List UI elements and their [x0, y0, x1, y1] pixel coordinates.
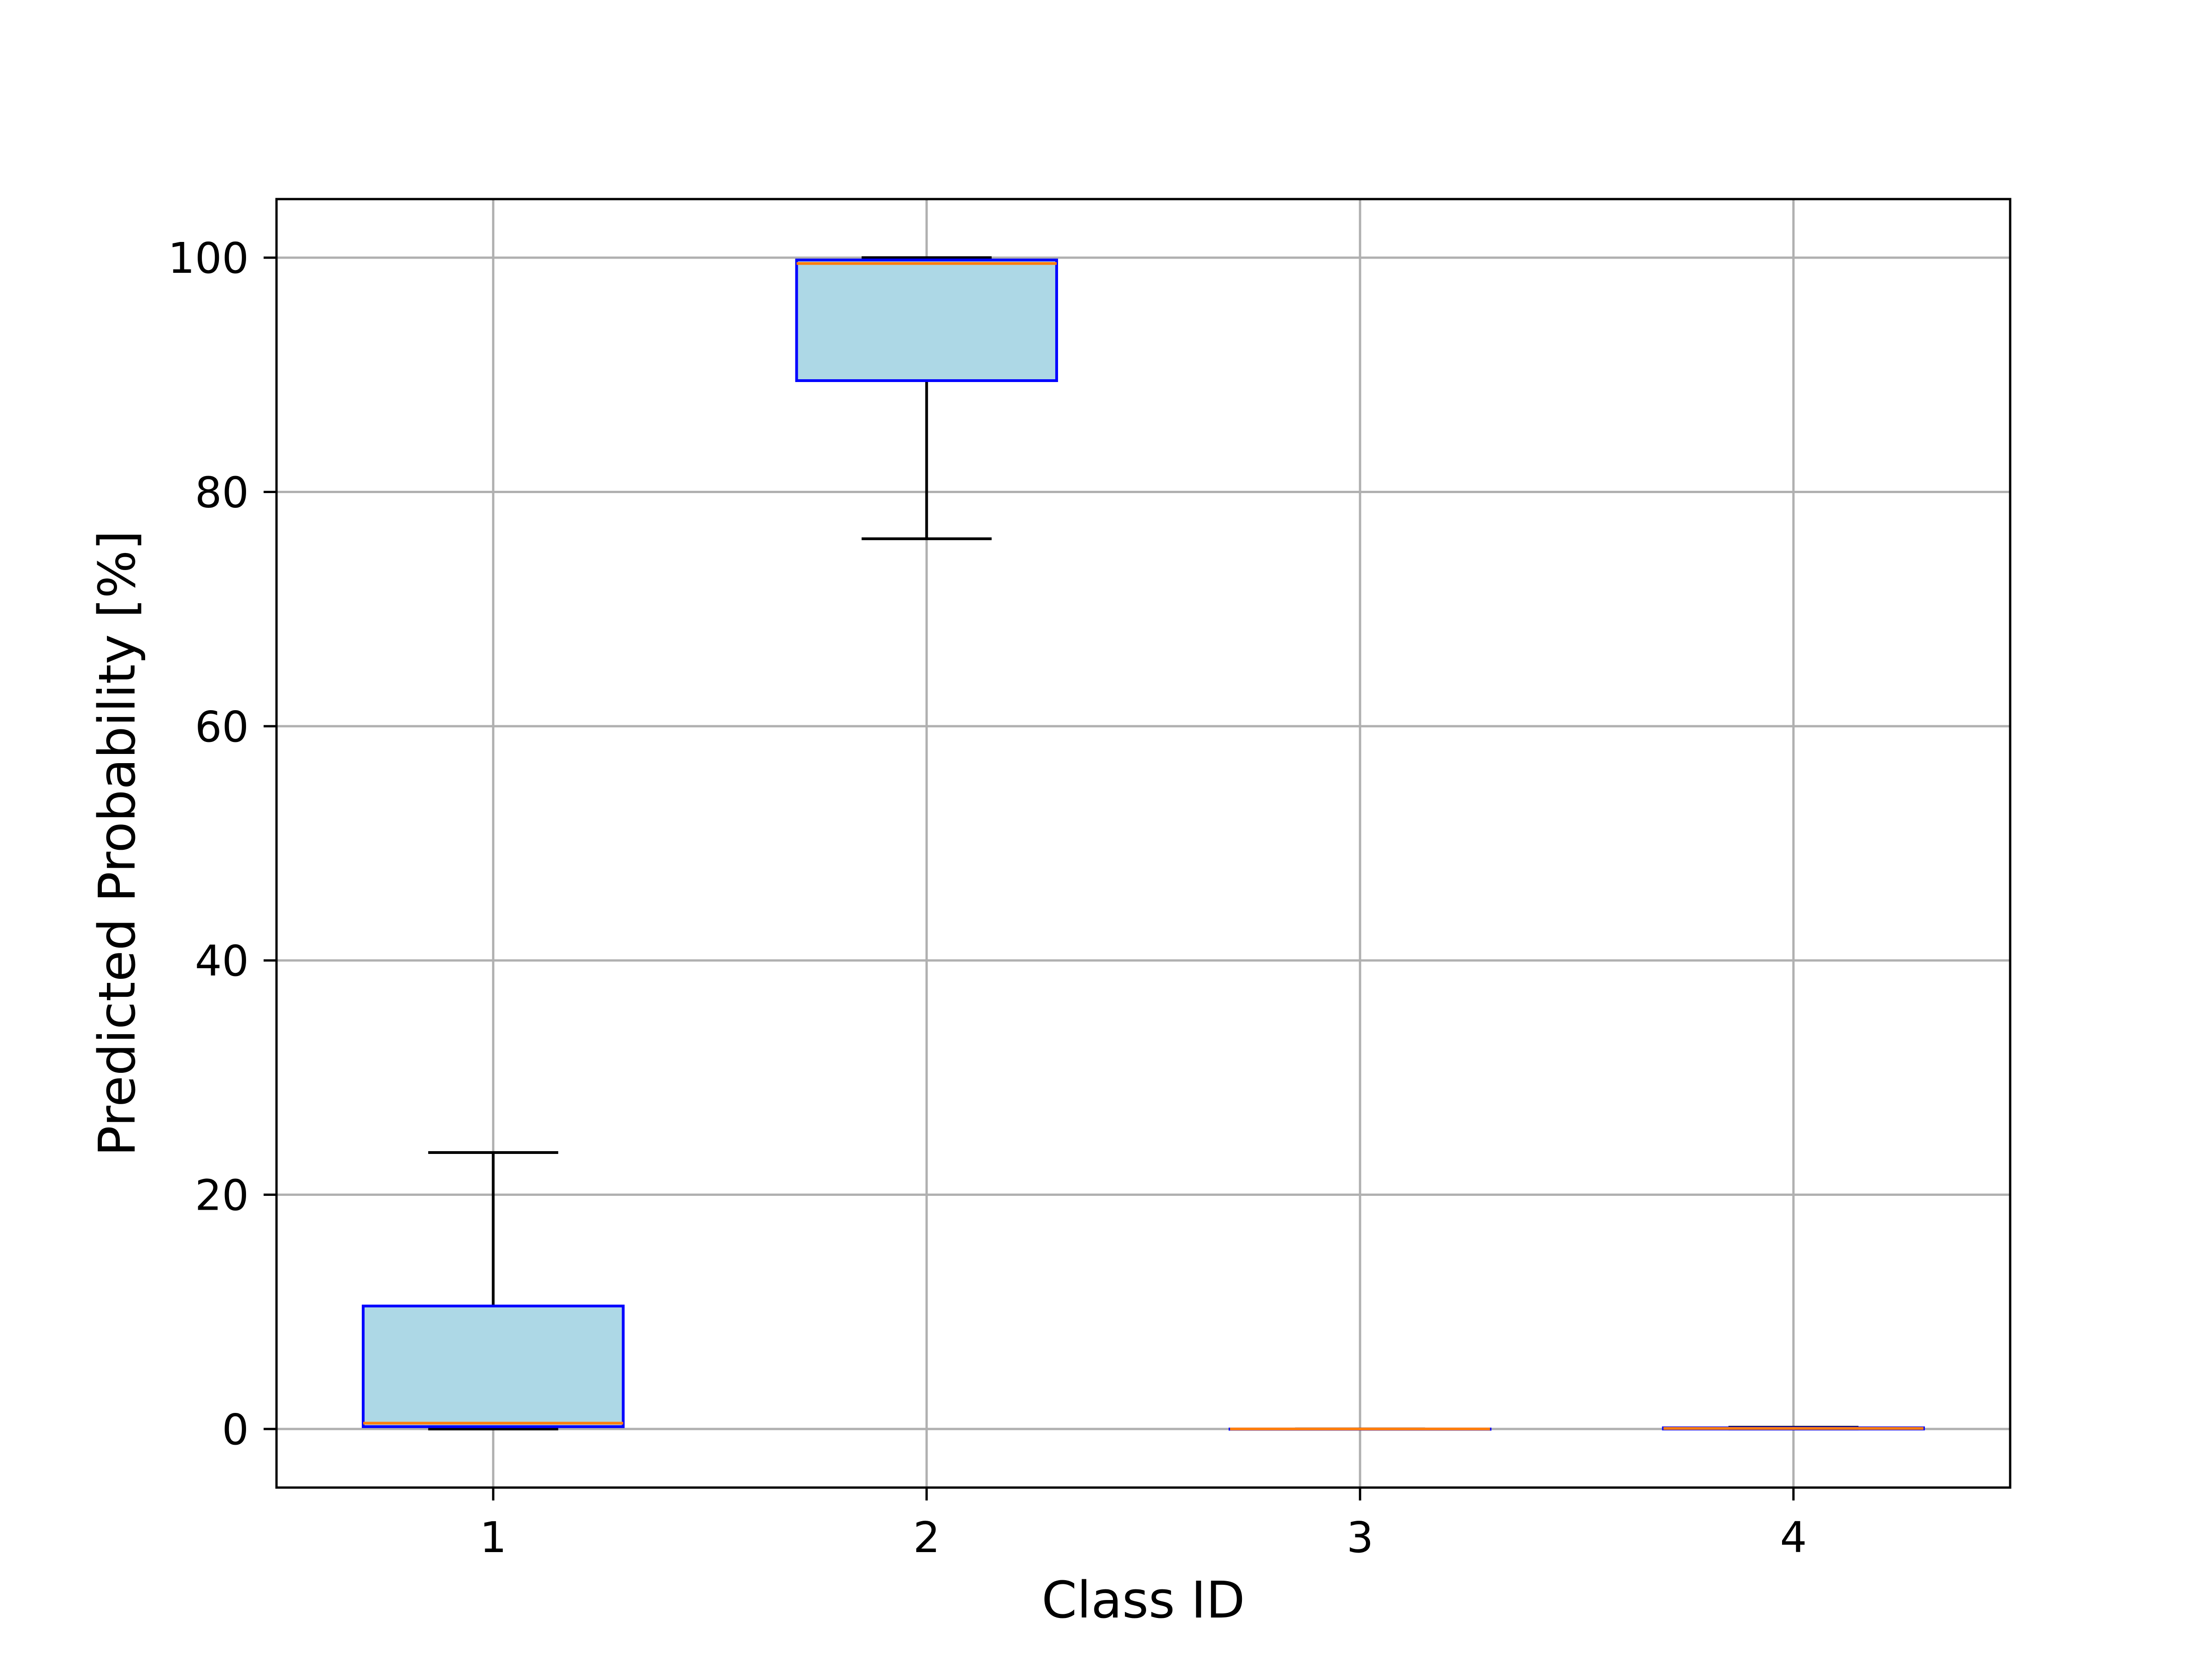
y-axis-ticks: 0 20 40 60 80 100	[168, 234, 276, 1454]
box-body-2	[795, 259, 1058, 382]
boxes-layer	[362, 256, 1925, 1431]
x-axis-label: Class ID	[1041, 1571, 1245, 1630]
y-tick-label-100: 100	[168, 234, 249, 283]
box-4	[1662, 1426, 1925, 1430]
y-tick-label-20: 20	[195, 1171, 249, 1220]
box-body-1	[362, 1305, 625, 1428]
x-tick-label-1: 1	[480, 1513, 507, 1562]
x-tick-label-3: 3	[1347, 1513, 1374, 1562]
y-tick-label-60: 60	[195, 702, 249, 752]
y-tick-label-0: 0	[222, 1405, 249, 1454]
y-tick-label-80: 80	[195, 468, 249, 517]
box-2	[795, 256, 1058, 541]
x-axis-ticks: 1 2 3 4	[480, 1488, 1807, 1562]
y-axis-label: Predicted Probability [%]	[88, 530, 147, 1156]
plot-frame	[275, 198, 2012, 1489]
x-tick-label-4: 4	[1780, 1513, 1807, 1562]
box-3	[1229, 1427, 1492, 1431]
x-tick-label-2: 2	[913, 1513, 940, 1562]
y-tick-label-40: 40	[195, 936, 249, 986]
box-1	[362, 1151, 625, 1430]
